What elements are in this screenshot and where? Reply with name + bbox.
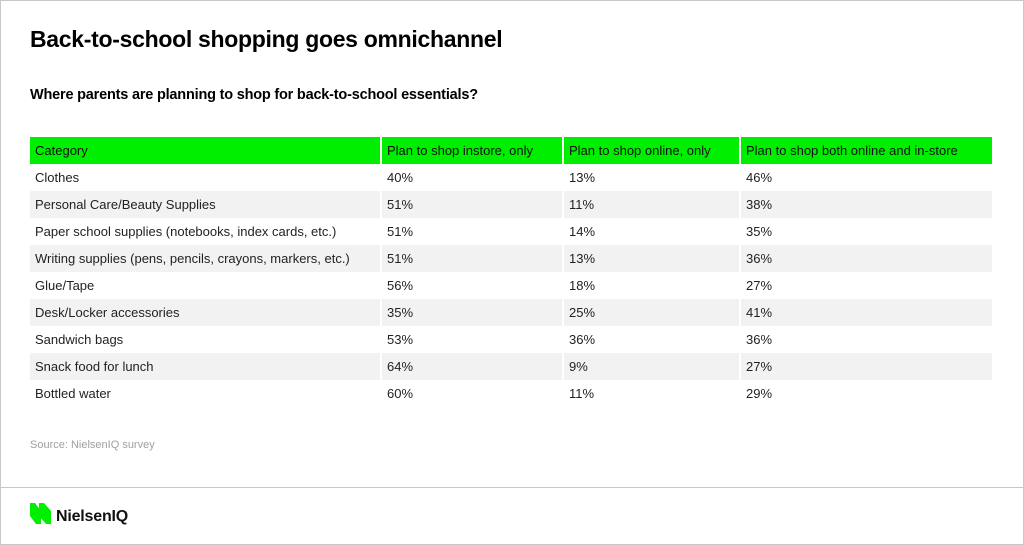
table-row: Clothes 40% 13% 46%: [30, 164, 992, 191]
cell-category: Clothes: [30, 164, 382, 191]
brand-logo: NielsenIQ: [30, 503, 128, 530]
cell-both: 36%: [746, 332, 773, 347]
cell-both: 36%: [741, 245, 992, 272]
table-row: Bottled water 60% 11% 29%: [30, 380, 992, 407]
table-row: Personal Care/Beauty Supplies 51% 11% 38…: [30, 191, 992, 218]
cell-category: Paper school supplies (notebooks, index …: [30, 218, 382, 245]
cell-category: Glue/Tape: [30, 272, 382, 299]
cell-category: Writing supplies (pens, pencils, crayons…: [30, 245, 382, 272]
cell-instore-only: 51%: [382, 191, 564, 218]
cell-category: Sandwich bags: [30, 326, 382, 353]
cell-online-only: 11%: [564, 191, 741, 218]
cell-online-only: 13%: [564, 164, 741, 191]
data-table: Category Plan to shop instore, only Plan…: [30, 137, 992, 407]
footer-divider: [1, 487, 1023, 488]
column-header-both: Plan to shop both online and in-store: [741, 137, 992, 164]
table-row: Snack food for lunch 64% 9% 27%: [30, 353, 992, 380]
column-header-instore-only: Plan to shop instore, only: [382, 137, 564, 164]
page-subtitle: Where parents are planning to shop for b…: [30, 87, 478, 103]
cell-instore-only: 51%: [382, 218, 564, 245]
cell-online-only: 14%: [564, 218, 741, 245]
cell-instore-only: 56%: [382, 272, 564, 299]
cell-both: 29%: [746, 386, 773, 401]
page-title: Back-to-school shopping goes omnichannel: [30, 26, 503, 52]
cell-online-only: 9%: [564, 353, 741, 380]
cell-category: Bottled water: [30, 380, 382, 407]
cell-instore-only: 64%: [382, 353, 564, 380]
cell-category: Desk/Locker accessories: [30, 299, 382, 326]
table-row: Glue/Tape 56% 18% 27%: [30, 272, 992, 299]
cell-online-only: 18%: [564, 272, 741, 299]
cell-both: 35%: [746, 224, 773, 239]
cell-both: 27%: [741, 353, 992, 380]
cell-instore-only: 53%: [382, 326, 564, 353]
cell-both: 38%: [741, 191, 992, 218]
cell-instore-only: 60%: [382, 380, 564, 407]
cell-both: 27%: [746, 278, 773, 293]
cell-category: Snack food for lunch: [30, 353, 382, 380]
cell-instore-only: 35%: [382, 299, 564, 326]
table-row: Desk/Locker accessories 35% 25% 41%: [30, 299, 992, 326]
cell-online-only: 11%: [564, 380, 741, 407]
logo-wordmark: NielsenIQ: [56, 507, 129, 525]
cell-online-only: 36%: [564, 326, 741, 353]
nielseniq-logo-icon: [30, 503, 52, 530]
table-row: Paper school supplies (notebooks, index …: [30, 218, 992, 245]
column-header-category: Category: [30, 137, 382, 164]
cell-category: Personal Care/Beauty Supplies: [30, 191, 382, 218]
cell-both: 46%: [746, 170, 773, 185]
cell-both: 41%: [741, 299, 992, 326]
table-header-row: Category Plan to shop instore, only Plan…: [30, 137, 992, 164]
cell-online-only: 13%: [564, 245, 741, 272]
table-row: Sandwich bags 53% 36% 36%: [30, 326, 992, 353]
table-row: Writing supplies (pens, pencils, crayons…: [30, 245, 992, 272]
cell-instore-only: 51%: [382, 245, 564, 272]
cell-online-only: 25%: [564, 299, 741, 326]
cell-instore-only: 40%: [382, 164, 564, 191]
source-note: Source: NielsenIQ survey: [30, 439, 155, 451]
column-header-online-only: Plan to shop online, only: [564, 137, 741, 164]
